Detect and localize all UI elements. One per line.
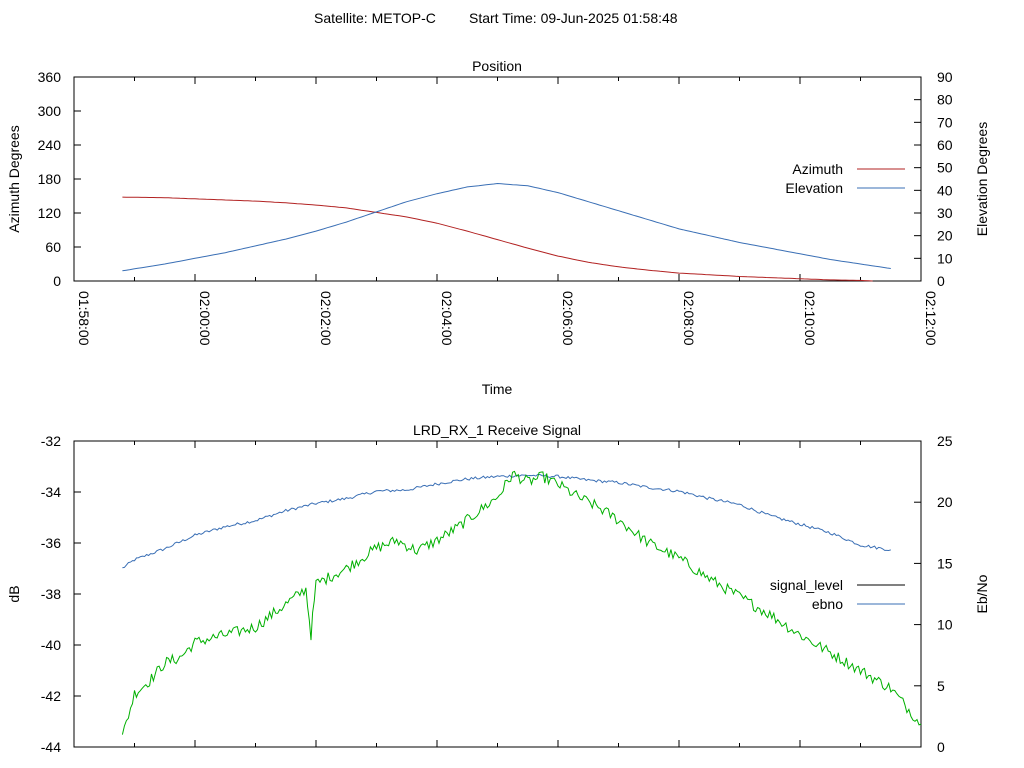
signal-plot-frame [73, 440, 922, 748]
signal-y2-tick-label: 5 [937, 678, 945, 694]
position-series-line-elevation [122, 182, 891, 272]
signal-y-axis-label: dB [6, 585, 22, 602]
position-y2-tick-label: 30 [937, 205, 953, 221]
position-x-tick-label: 01:58:00 [76, 291, 92, 346]
signal-legend: signal_level ebno [770, 577, 905, 612]
signal-y-tick-label: -44 [41, 739, 61, 755]
position-y2-tick-label: 90 [937, 69, 953, 85]
position-x-tick-label: 02:00:00 [197, 291, 213, 346]
position-y-tick-label: 300 [38, 103, 62, 119]
signal-series-line-ebno [122, 473, 891, 569]
signal-y2-tick-label: 0 [937, 739, 945, 755]
position-y2-tick-label: 0 [937, 273, 945, 289]
position-y-tick-label: 240 [38, 137, 62, 153]
legend-label-ebno: ebno [812, 596, 843, 612]
legend-label-elevation: Elevation [785, 180, 843, 196]
position-y2-tick-label: 40 [937, 182, 953, 198]
position-y-tick-label: 120 [38, 205, 62, 221]
position-chart-title: Position [472, 58, 522, 74]
position-chart: Position Azimuth Degrees Elevation Degre… [6, 58, 990, 397]
position-y-tick-label: 360 [38, 69, 62, 85]
position-y2-tick-label: 60 [937, 137, 953, 153]
position-y2-tick-label: 80 [937, 92, 953, 108]
legend-label-signal-level: signal_level [770, 577, 843, 593]
position-y2-tick-label: 20 [937, 228, 953, 244]
signal-y2-tick-label: 15 [937, 555, 953, 571]
position-axis-ticks: 0 60 120 180 240 300 360 0 10 20 30 40 50 60 70 80 90 01:… [38, 69, 953, 346]
position-y-tick-label: 0 [53, 273, 61, 289]
position-plot-frame [73, 76, 922, 282]
position-x-tick-label: 02:06:00 [560, 291, 576, 346]
signal-y-tick-label: -36 [41, 535, 61, 551]
signal-y2-tick-label: 25 [937, 433, 953, 449]
signal-y-tick-label: -40 [41, 637, 61, 653]
position-x-tick-label: 02:04:00 [439, 291, 455, 346]
position-y-axis-label: Azimuth Degrees [6, 125, 22, 232]
satellite-name: Satellite: METOP-C [314, 10, 436, 26]
position-y-tick-label: 60 [45, 239, 61, 255]
position-series [122, 182, 891, 282]
signal-series-line-signal-level [121, 470, 922, 735]
start-time: Start Time: 09-Jun-2025 01:58:48 [469, 10, 678, 26]
position-y2-tick-label: 50 [937, 160, 953, 176]
signal-series [121, 470, 922, 735]
signal-y-tick-label: -32 [41, 433, 61, 449]
legend-label-azimuth: Azimuth [792, 161, 843, 177]
position-x-tick-label: 02:10:00 [802, 291, 818, 346]
signal-y-tick-label: -38 [41, 586, 61, 602]
position-x-tick-label: 02:02:00 [318, 291, 334, 346]
signal-axis-ticks: -44 -42 -40 -38 -36 -34 -32 0 5 10 15 20 25 [41, 433, 953, 755]
signal-chart-title: LRD_RX_1 Receive Signal [413, 422, 581, 438]
position-y-tick-label: 180 [38, 171, 62, 187]
signal-y-tick-label: -34 [41, 484, 61, 500]
position-y2-tick-label: 70 [937, 114, 953, 130]
position-series-line-azimuth [122, 196, 873, 282]
signal-y2-tick-label: 20 [937, 494, 953, 510]
position-legend: Azimuth Elevation [785, 161, 905, 196]
position-y2-axis-label: Elevation Degrees [974, 122, 990, 236]
signal-y2-tick-label: 10 [937, 617, 953, 633]
position-y2-tick-label: 10 [937, 250, 953, 266]
signal-chart: LRD_RX_1 Receive Signal dB Eb/No -44-42-… [6, 422, 990, 755]
signal-y2-axis-label: Eb/No [974, 574, 990, 613]
position-x-tick-label: 02:12:00 [923, 291, 939, 346]
position-x-axis-label: Time [482, 381, 513, 397]
signal-y-tick-label: -42 [41, 688, 61, 704]
position-x-tick-label: 02:08:00 [681, 291, 697, 346]
